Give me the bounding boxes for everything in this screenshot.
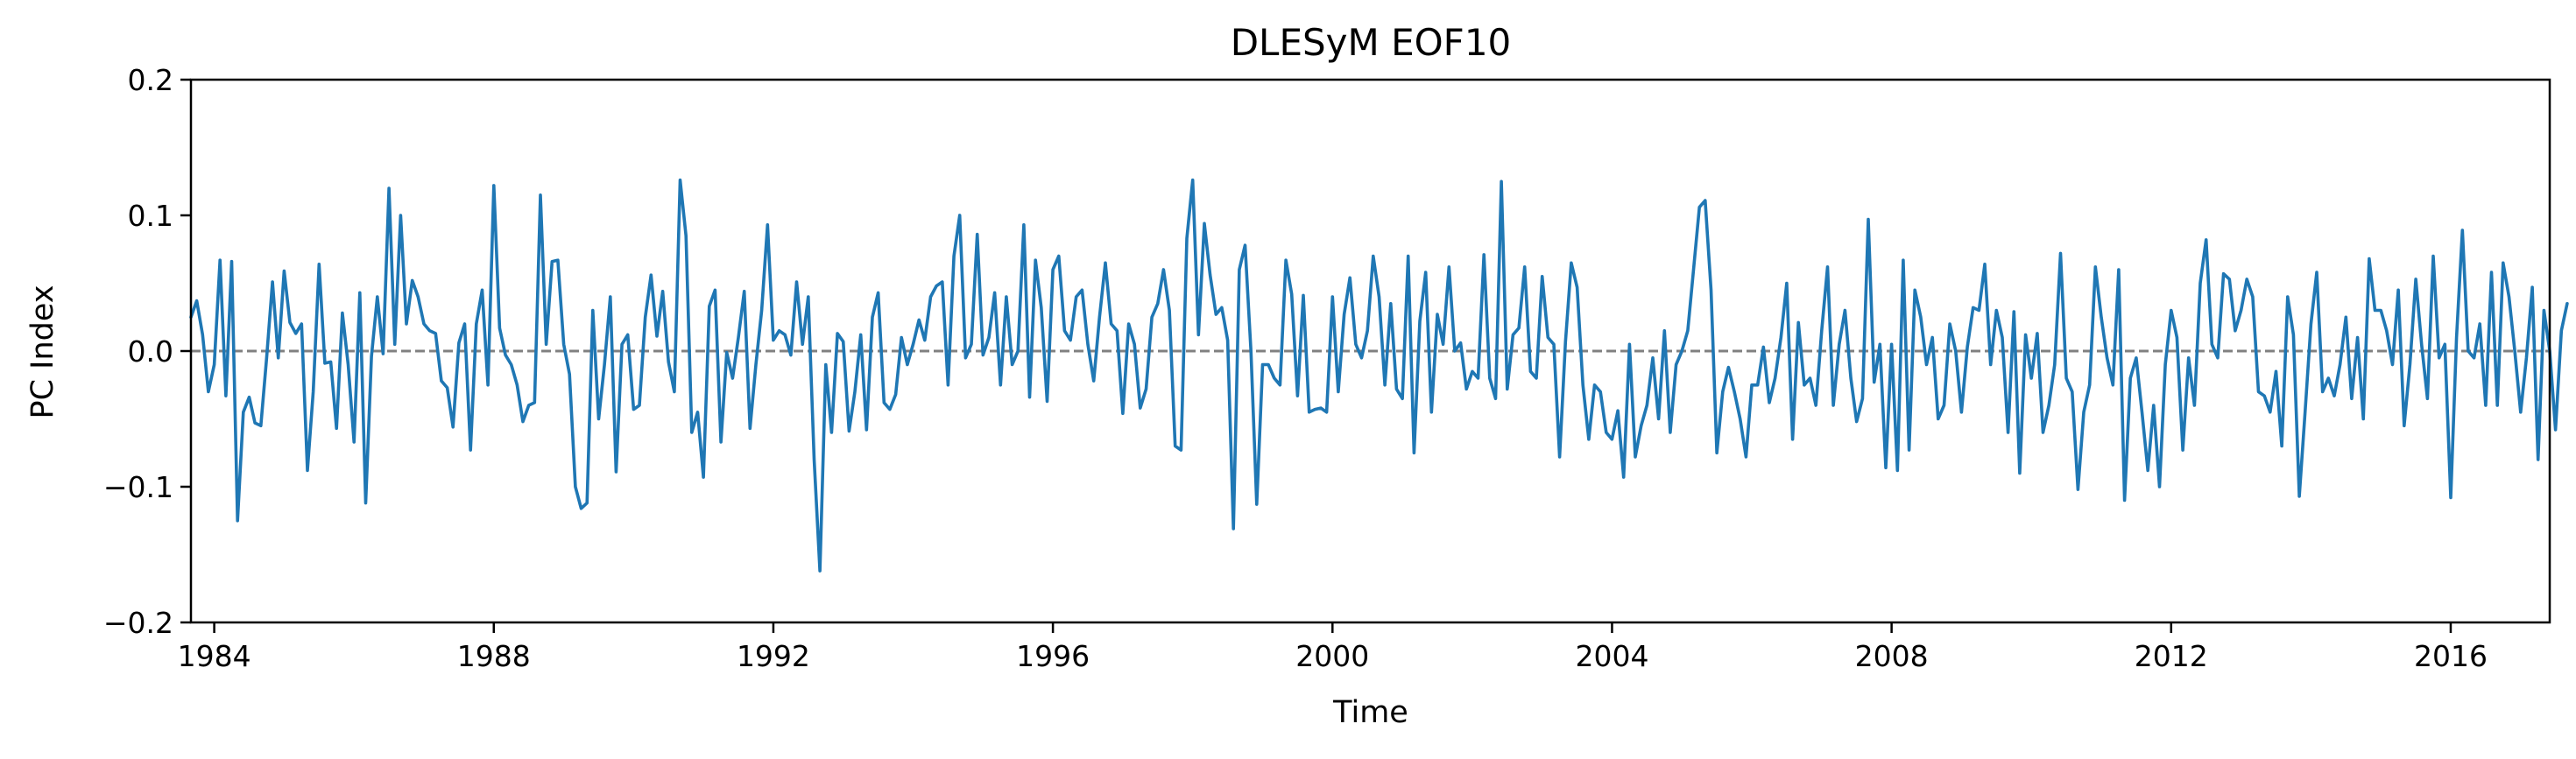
plot-frame: [189, 78, 2551, 624]
x-tick-label: 1984: [178, 639, 251, 673]
x-tick-label: 2008: [1855, 639, 1929, 673]
y-tick-label: 0.2: [128, 63, 173, 97]
series-layer: [189, 178, 2569, 573]
y-tick-label: 0.0: [128, 334, 173, 369]
y-axis-label: PC Index: [25, 285, 60, 418]
y-tick-label: −0.1: [103, 470, 173, 504]
x-tick-label: 2012: [2135, 639, 2208, 673]
ticks-layer: 1984 1988 1992 1996 2000 2004 2008 2012 2016 0.2 0…: [103, 63, 2488, 673]
series-line-1: [189, 178, 2569, 573]
x-tick-label: 2000: [1295, 639, 1369, 673]
chart-title: DLESyM EOF10: [1231, 21, 1512, 64]
x-axis-label: Time: [1332, 695, 1408, 730]
x-tick-label: 1992: [737, 639, 810, 673]
y-tick-label: −0.2: [103, 606, 173, 640]
x-tick-label: 1988: [457, 639, 531, 673]
x-tick-label: 2016: [2414, 639, 2488, 673]
x-tick-label: 1996: [1016, 639, 1090, 673]
x-tick-label: 2004: [1575, 639, 1648, 673]
y-tick-label: 0.1: [128, 199, 173, 233]
